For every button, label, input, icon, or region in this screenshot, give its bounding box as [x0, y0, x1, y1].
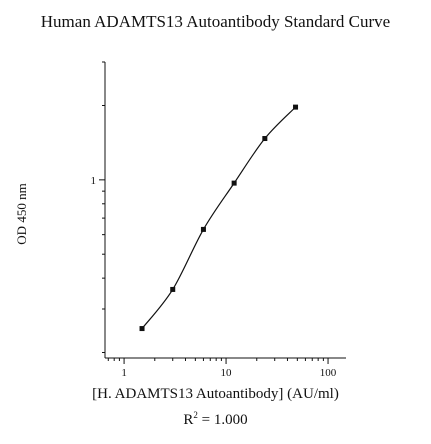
data-point	[262, 136, 268, 142]
x-axis-label: [H. ADAMTS13 Autoantibody] (AU/ml)	[92, 386, 339, 402]
r-squared-label: R2 = 1.000	[0, 410, 431, 429]
data-points	[139, 104, 299, 332]
y-axis-label: OD 450 nm	[14, 183, 29, 245]
r-squared-value: = 1.000	[201, 412, 248, 428]
axes	[104, 62, 346, 359]
x-tick-label: 10	[221, 367, 233, 379]
x-tick-label: 1	[121, 367, 127, 379]
fitted-curve	[141, 106, 296, 329]
y-tick-label: 1	[91, 175, 97, 187]
x-axis-ticks: 1 10 100	[107, 358, 337, 379]
chart-title: Human ADAMTS13 Autoantibody Standard Cur…	[40, 12, 391, 31]
r-squared-symbol: R	[183, 412, 194, 428]
x-tick-label: 100	[320, 367, 337, 379]
data-point	[231, 180, 237, 186]
data-point	[139, 326, 145, 332]
data-point	[170, 286, 176, 292]
data-point	[200, 226, 206, 232]
y-axis-ticks: 1	[91, 61, 105, 353]
data-point	[293, 104, 299, 110]
series-curve	[141, 106, 296, 329]
r-squared-exponent: 2	[193, 410, 198, 420]
